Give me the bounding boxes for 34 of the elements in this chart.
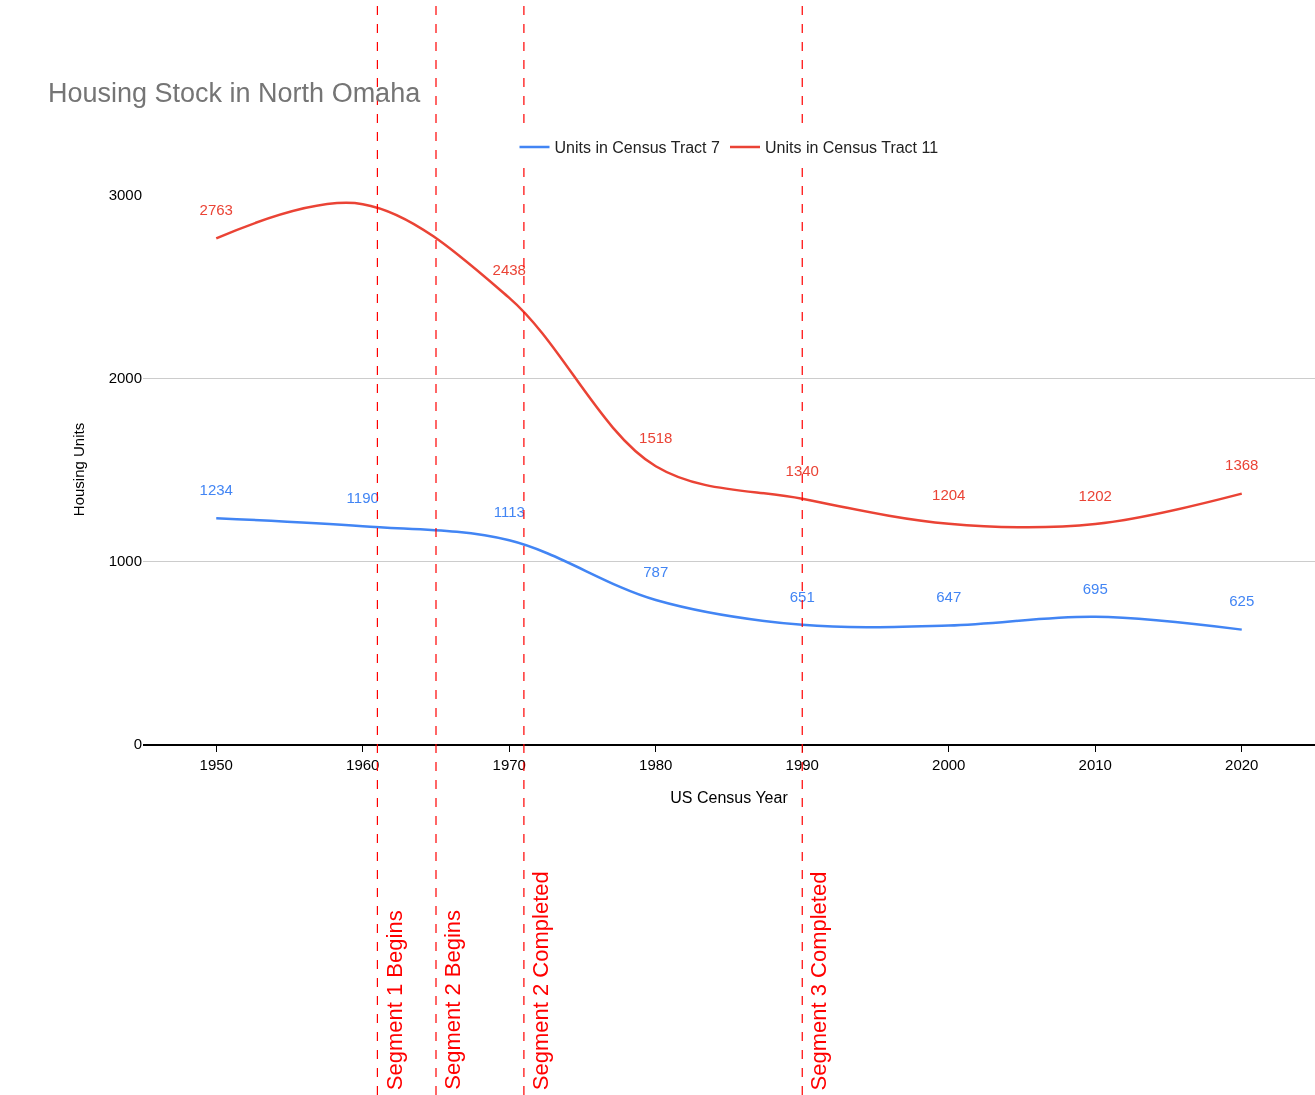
y-axis-title: Housing Units: [69, 422, 87, 517]
data-label: 787: [643, 562, 669, 580]
data-label: 1234: [199, 480, 233, 498]
x-tick-label: 1990: [785, 755, 819, 773]
data-label: 651: [789, 587, 815, 605]
data-label: 647: [936, 588, 962, 606]
data-label: 1113: [493, 503, 525, 521]
data-label: 2763: [199, 201, 233, 219]
y-tick-label: 3000: [108, 186, 142, 204]
data-label: 1202: [1078, 486, 1112, 504]
data-label: 2438: [492, 260, 526, 278]
legend-label: Units in Census Tract 11: [765, 139, 939, 157]
x-tick-label: 2010: [1078, 755, 1112, 773]
x-tick-label: 1950: [199, 755, 233, 773]
y-tick-label: 2000: [108, 369, 142, 387]
y-tick-label: 1000: [108, 552, 142, 570]
ref-line-label: Segment 2 Begins: [440, 909, 466, 1090]
data-label: 1368: [1225, 456, 1259, 474]
y-tick-label: 0: [133, 735, 142, 753]
x-tick-label: 2020: [1225, 755, 1259, 773]
x-axis-title: US Census Year: [670, 788, 789, 806]
ref-line-label: Segment 3 Completed: [805, 871, 831, 1091]
x-tick-label: 1980: [639, 755, 673, 773]
legend-label: Units in Census Tract 7: [554, 139, 720, 157]
data-label: 625: [1229, 592, 1255, 610]
data-label: 1204: [932, 486, 966, 504]
ref-line-label: Segment 1 Begins: [381, 910, 407, 1091]
chart-title: Housing Stock in North Omaha: [48, 78, 422, 109]
ref-line-label: Segment 2 Completed: [527, 871, 553, 1091]
x-tick-label: 1970: [492, 755, 526, 773]
data-label: 695: [1082, 579, 1108, 597]
data-label: 1340: [785, 461, 819, 479]
x-tick-label: 2000: [932, 755, 966, 773]
data-label: 1518: [639, 428, 673, 446]
